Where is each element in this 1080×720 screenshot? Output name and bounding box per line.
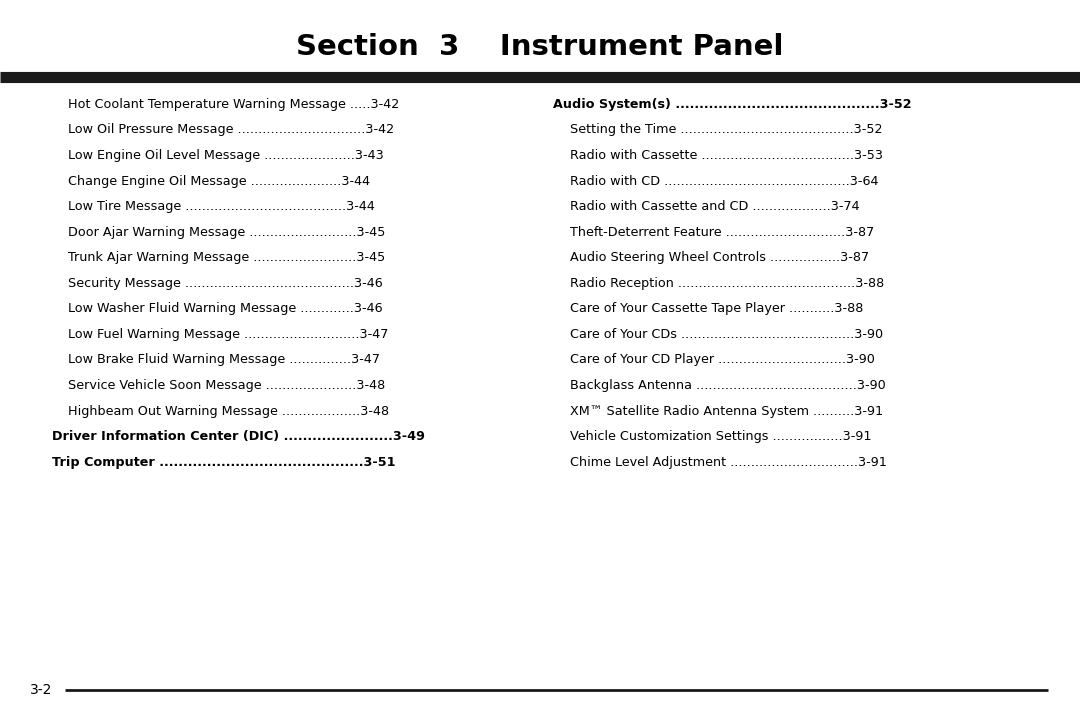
Text: Low Brake Fluid Warning Message ...............3-47: Low Brake Fluid Warning Message ........… bbox=[68, 354, 380, 366]
Text: Service Vehicle Soon Message ......................3-48: Service Vehicle Soon Message ...........… bbox=[68, 379, 386, 392]
Text: Audio System(s) ...........................................3-52: Audio System(s) ........................… bbox=[553, 98, 912, 111]
Text: Low Engine Oil Level Message ......................3-43: Low Engine Oil Level Message ...........… bbox=[68, 149, 383, 162]
Text: Low Tire Message .......................................3-44: Low Tire Message .......................… bbox=[68, 200, 375, 213]
Text: Backglass Antenna .......................................3-90: Backglass Antenna ......................… bbox=[570, 379, 886, 392]
Text: Radio with Cassette and CD ...................3-74: Radio with Cassette and CD .............… bbox=[570, 200, 860, 213]
Text: Setting the Time ..........................................3-52: Setting the Time .......................… bbox=[570, 123, 882, 137]
Text: Hot Coolant Temperature Warning Message .....3-42: Hot Coolant Temperature Warning Message … bbox=[68, 98, 400, 111]
Text: Care of Your CDs ..........................................3-90: Care of Your CDs .......................… bbox=[570, 328, 883, 341]
Text: Low Oil Pressure Message ...............................3-42: Low Oil Pressure Message ...............… bbox=[68, 123, 394, 137]
Text: Trunk Ajar Warning Message .........................3-45: Trunk Ajar Warning Message .............… bbox=[68, 251, 386, 264]
Text: Door Ajar Warning Message ..........................3-45: Door Ajar Warning Message ..............… bbox=[68, 225, 386, 239]
Text: Highbeam Out Warning Message ...................3-48: Highbeam Out Warning Message ...........… bbox=[68, 405, 389, 418]
Text: Chime Level Adjustment ...............................3-91: Chime Level Adjustment .................… bbox=[570, 456, 887, 469]
Text: Low Washer Fluid Warning Message .............3-46: Low Washer Fluid Warning Message .......… bbox=[68, 302, 382, 315]
Text: Low Fuel Warning Message ............................3-47: Low Fuel Warning Message ...............… bbox=[68, 328, 389, 341]
Text: Security Message .........................................3-46: Security Message .......................… bbox=[68, 276, 382, 290]
Text: Change Engine Oil Message ......................3-44: Change Engine Oil Message ..............… bbox=[68, 174, 370, 188]
Text: Care of Your CD Player ...............................3-90: Care of Your CD Player .................… bbox=[570, 354, 875, 366]
Text: Trip Computer ...........................................3-51: Trip Computer ..........................… bbox=[52, 456, 395, 469]
Text: Theft-Deterrent Feature .............................3-87: Theft-Deterrent Feature ................… bbox=[570, 225, 875, 239]
Text: Radio with CD .............................................3-64: Radio with CD ..........................… bbox=[570, 174, 879, 188]
Text: Care of Your Cassette Tape Player ...........3-88: Care of Your Cassette Tape Player ......… bbox=[570, 302, 864, 315]
Text: Driver Information Center (DIC) .......................3-49: Driver Information Center (DIC) ........… bbox=[52, 430, 424, 444]
Text: Radio Reception ...........................................3-88: Radio Reception ........................… bbox=[570, 276, 885, 290]
Text: 3-2: 3-2 bbox=[30, 683, 53, 697]
Text: Radio with Cassette .....................................3-53: Radio with Cassette ....................… bbox=[570, 149, 883, 162]
Text: Vehicle Customization Settings .................3-91: Vehicle Customization Settings .........… bbox=[570, 430, 872, 444]
Text: Section  3    Instrument Panel: Section 3 Instrument Panel bbox=[296, 33, 784, 60]
Text: Audio Steering Wheel Controls .................3-87: Audio Steering Wheel Controls ..........… bbox=[570, 251, 869, 264]
Text: XM™ Satellite Radio Antenna System ..........3-91: XM™ Satellite Radio Antenna System .....… bbox=[570, 405, 883, 418]
